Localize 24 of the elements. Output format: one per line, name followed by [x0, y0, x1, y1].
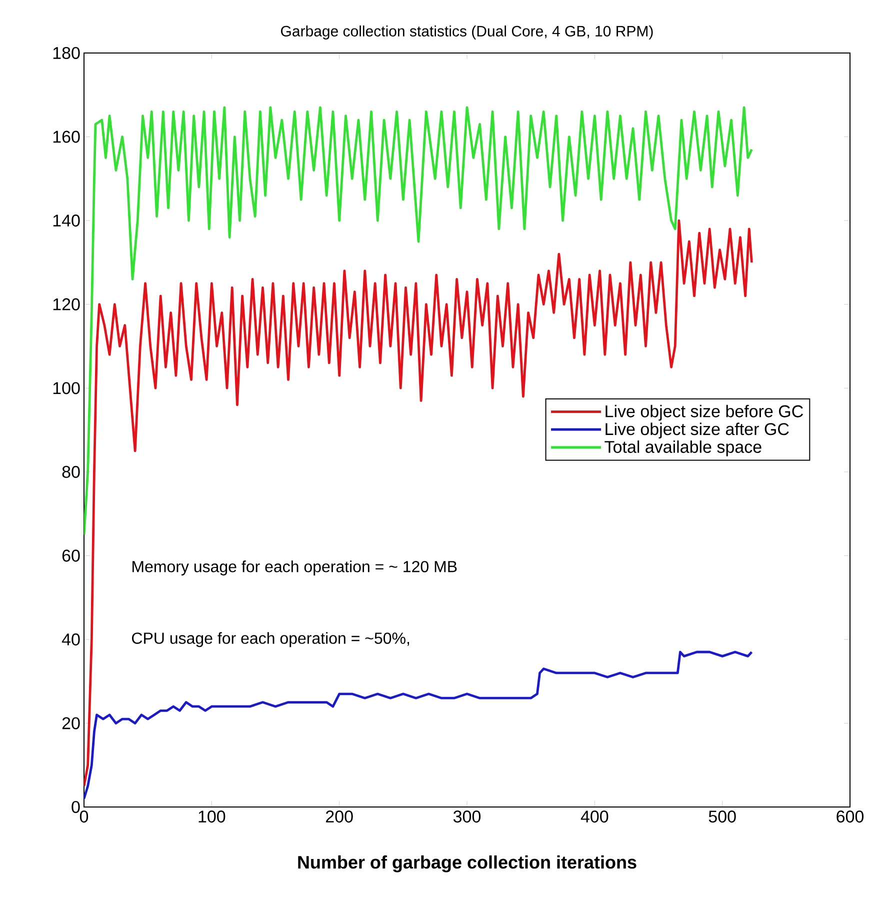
chart-title: Garbage collection statistics (Dual Core, 4 GB, 10 RPM): [281, 25, 653, 40]
y-tick-label: 0: [72, 800, 80, 814]
x-tick-label: 100: [198, 810, 226, 823]
y-tick-label: 40: [62, 633, 80, 646]
legend-label: Live object size before GC: [606, 404, 803, 421]
y-tick-label: 140: [53, 214, 80, 227]
x-axis-title: Number of garbage collection iterations: [298, 855, 636, 872]
y-tick-label: 120: [53, 298, 80, 310]
y-tick-label: 180: [53, 46, 80, 60]
legend-label: Total available space: [604, 440, 762, 456]
x-tick-label: 500: [708, 810, 736, 823]
annotation: Memory usage for each operation = ~ 120 MB: [132, 560, 457, 576]
x-tick-label: 200: [326, 810, 353, 823]
x-tick-label: 400: [580, 810, 608, 823]
annotation: CPU usage for each operation = ~50%,: [132, 632, 410, 648]
y-tick-label: 100: [53, 382, 80, 394]
x-tick-label: 300: [453, 810, 481, 823]
y-tick-label: 60: [62, 550, 80, 562]
x-tick-label: 600: [836, 810, 864, 823]
x-tick-label: 0: [80, 810, 88, 823]
y-tick-label: 20: [62, 717, 80, 730]
y-tick-label: 80: [62, 466, 80, 478]
y-tick-label: 160: [53, 130, 80, 143]
legend-label: Live object size after GC: [606, 422, 789, 438]
